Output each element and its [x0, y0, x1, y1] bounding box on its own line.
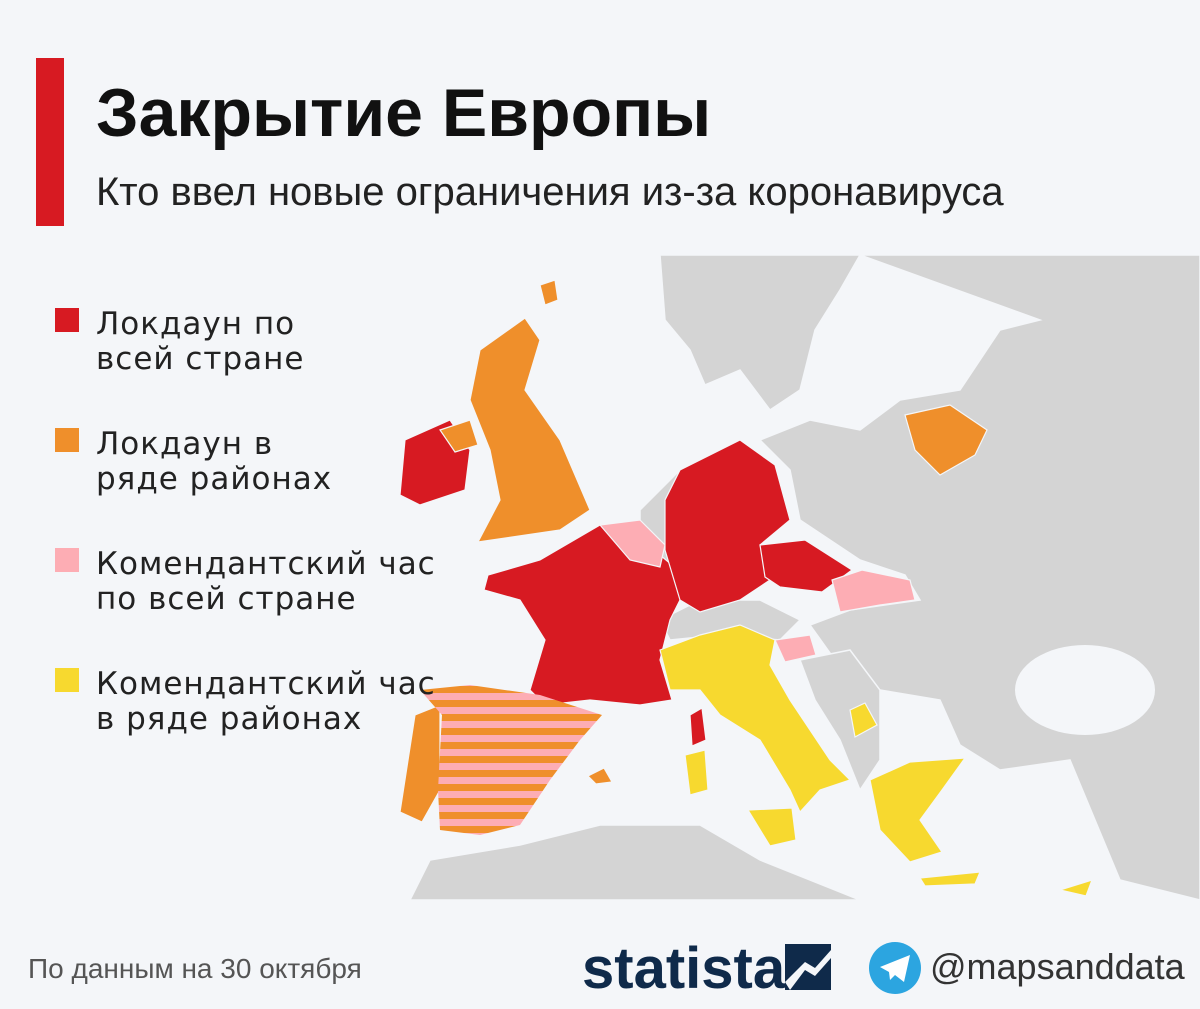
- sicily: [746, 807, 797, 847]
- lithuania: [904, 404, 988, 476]
- portugal: [399, 704, 441, 823]
- title: Закрытие Европы: [96, 75, 711, 151]
- uk: [469, 317, 591, 543]
- sardinia: [684, 749, 709, 796]
- legend-label: Локдаун по: [96, 306, 295, 342]
- cyprus: [1057, 879, 1093, 897]
- northern-ireland: [439, 419, 479, 453]
- legend-label: всей стране: [96, 341, 305, 377]
- legend-swatch: [55, 308, 79, 332]
- spain: [420, 685, 602, 835]
- slovakia: [831, 569, 916, 613]
- legend-swatch: [55, 668, 79, 692]
- crete: [918, 871, 981, 887]
- belgium: [598, 519, 666, 568]
- handle: @mapsanddata: [930, 946, 1186, 987]
- accent-bar: [36, 58, 64, 226]
- czechia: [759, 539, 854, 593]
- legend-label: по всей стране: [96, 581, 357, 617]
- montenegro: [849, 702, 878, 738]
- subtitle: Кто ввел новые ограничения из-за коронав…: [96, 170, 1004, 214]
- balearic: [586, 767, 613, 785]
- brand-logo: [785, 944, 831, 990]
- scotland-isles: [539, 279, 559, 306]
- legend-swatch: [55, 548, 79, 572]
- legend-swatch: [55, 428, 79, 452]
- legend-label: в ряде районах: [96, 701, 362, 737]
- map: [399, 254, 1200, 901]
- land: [659, 254, 862, 412]
- italy: [659, 624, 852, 814]
- land: [758, 254, 1200, 901]
- land: [408, 824, 861, 901]
- legend-label: Комендантский час: [96, 666, 436, 702]
- source: По данным на 30 октября: [28, 953, 362, 984]
- slovenia: [774, 634, 817, 663]
- legend-label: Комендантский час: [96, 546, 436, 582]
- corsica: [689, 707, 707, 747]
- telegram-icon: [869, 942, 921, 994]
- greece: [869, 757, 967, 863]
- sea: [1015, 645, 1155, 735]
- brand: statista: [582, 936, 786, 1001]
- land: [798, 649, 881, 792]
- germany: [664, 439, 791, 613]
- legend-label: ряде районах: [96, 461, 332, 497]
- legend-label: Локдаун в: [96, 426, 273, 462]
